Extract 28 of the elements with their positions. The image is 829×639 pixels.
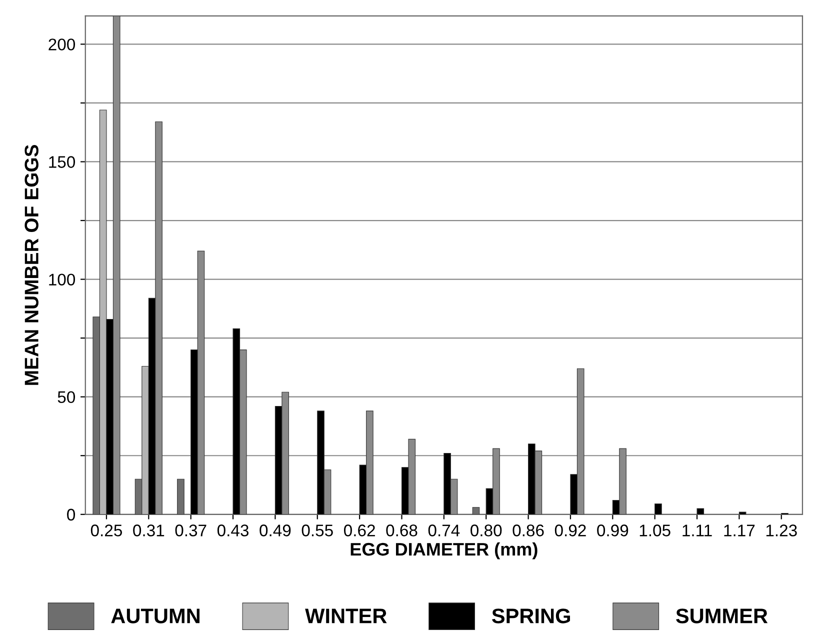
- x-tick-label: 1.17: [724, 524, 755, 536]
- x-tick-label: 0.37: [175, 524, 206, 536]
- x-tick-label: 0.92: [554, 524, 586, 536]
- x-axis-title: EGG DIAMETER (mm): [350, 542, 538, 560]
- x-tick-label: 0.31: [133, 524, 164, 536]
- y-tick-label: 200: [48, 38, 76, 50]
- x-tick-label: 0.25: [90, 524, 122, 536]
- y-tick-label: 100: [49, 274, 76, 286]
- x-tick-label: 0.80: [470, 524, 502, 536]
- y-tick-label: 0: [67, 508, 76, 521]
- x-tick-label: 0.74: [428, 524, 460, 536]
- y-tick-label: 50: [58, 391, 76, 404]
- x-tick-label: 0.68: [386, 524, 418, 536]
- x-tick-label: 1.23: [766, 524, 797, 536]
- x-tick-label: 0.43: [217, 524, 249, 536]
- x-tick-label: 0.62: [344, 524, 375, 536]
- legend-label: WINTER: [305, 608, 387, 624]
- legend-label: SUMMER: [676, 608, 768, 624]
- x-tick-label: 1.05: [640, 524, 670, 536]
- legend-label: AUTUMN: [111, 608, 200, 624]
- x-tick-label: 0.55: [302, 524, 333, 536]
- y-axis-title: MEAN NUMBER OF EGGS: [24, 144, 38, 385]
- legend-label: SPRING: [492, 608, 570, 624]
- x-tick-label: 0.86: [512, 524, 544, 536]
- x-tick-label: 1.11: [682, 524, 712, 536]
- x-tick-label: 0.99: [597, 524, 628, 536]
- y-tick-label: 150: [49, 156, 76, 168]
- x-tick-label: 0.49: [260, 524, 291, 536]
